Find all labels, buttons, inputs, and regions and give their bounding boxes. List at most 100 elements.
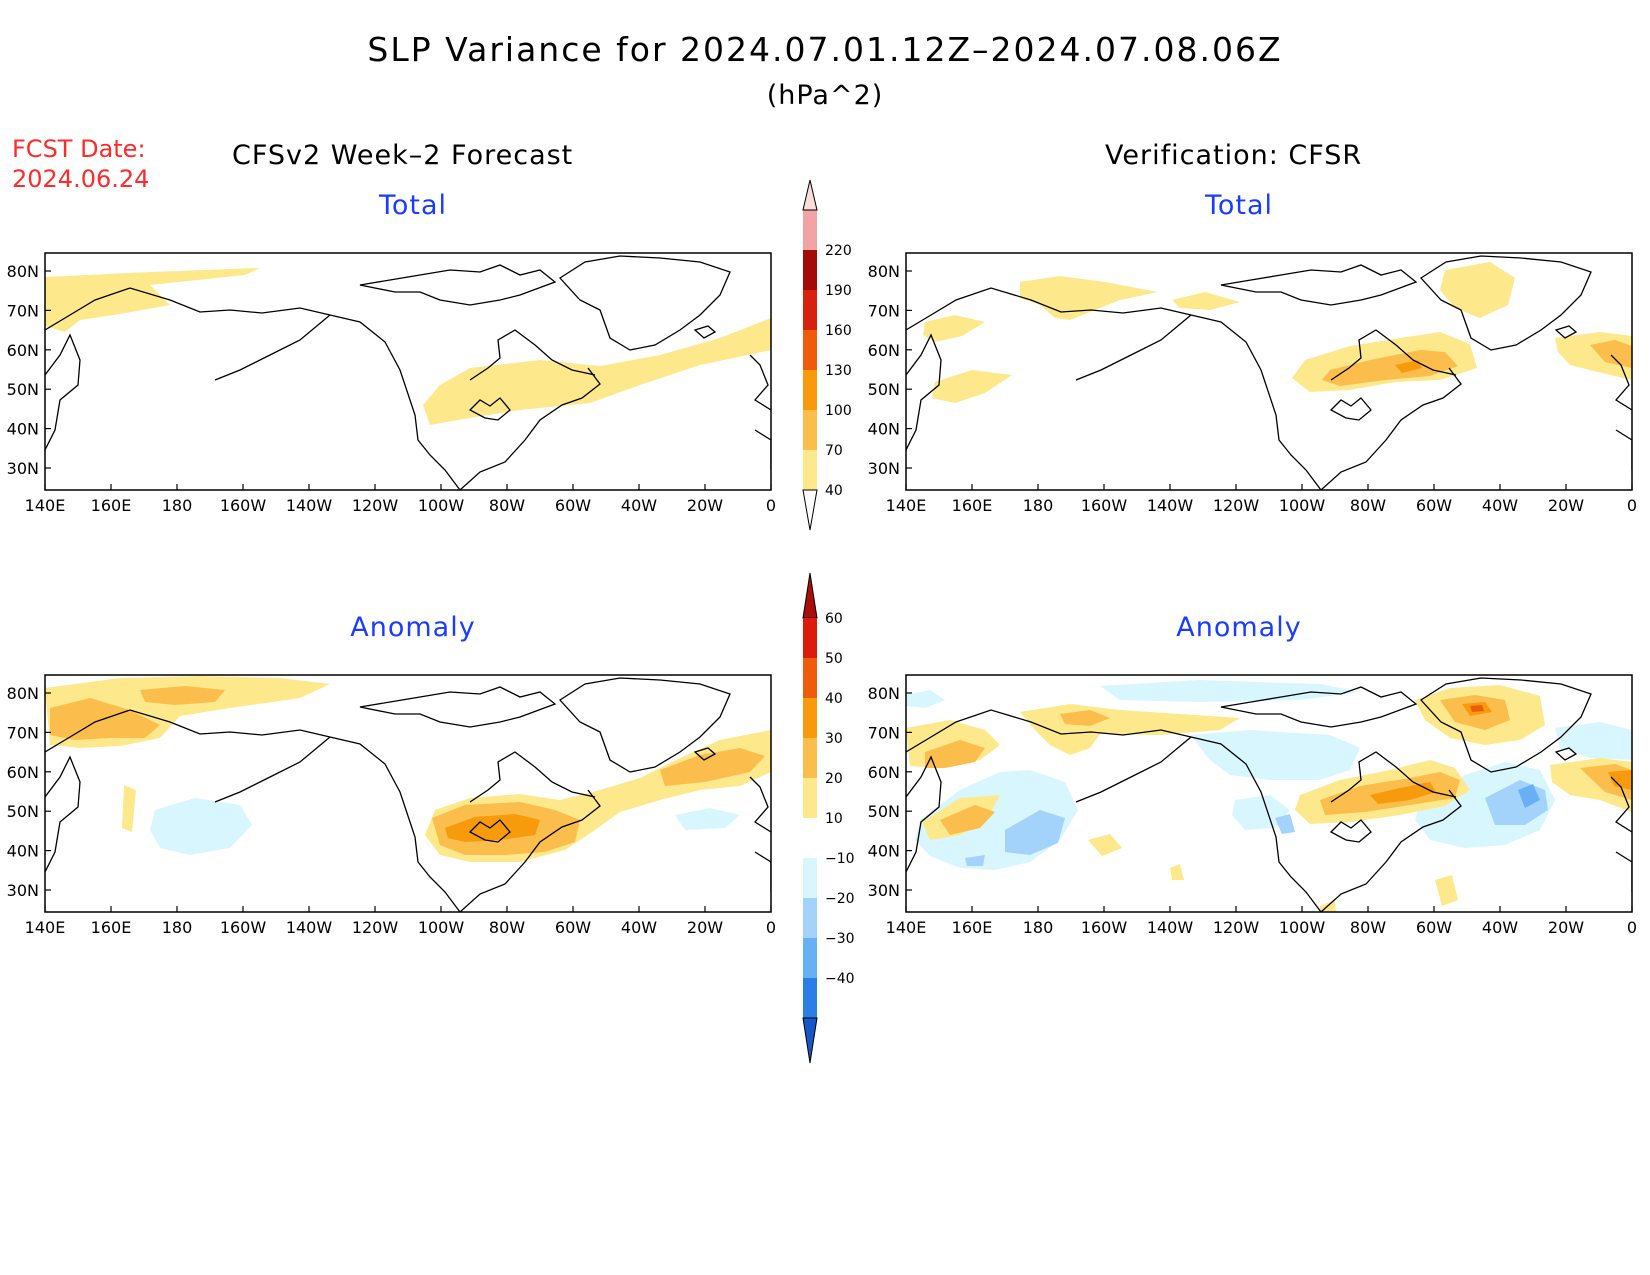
contour-fill (1370, 782, 1436, 804)
coastline (1075, 736, 1192, 803)
x-tick-label: 140W (1147, 496, 1194, 515)
y-tick-label: 60N (868, 763, 900, 782)
coastline (1220, 264, 1418, 306)
x-tick-label: 20W (687, 496, 723, 515)
y-tick-label: 70N (868, 301, 900, 320)
contour-fill (1020, 276, 1158, 320)
y-tick-label: 30N (868, 459, 900, 478)
contour-fill (122, 785, 136, 832)
coastline (693, 747, 717, 761)
map-frame (44, 252, 772, 491)
x-tick-label: 140W (286, 496, 333, 515)
colorbar-tick-label: 100 (825, 403, 852, 419)
coastline (468, 819, 511, 843)
coastline (754, 429, 771, 470)
map-verification-total (905, 252, 1633, 491)
contour-fill (1275, 814, 1295, 834)
colorbar-tick-label: −10 (825, 851, 855, 867)
contour-fill (1100, 680, 1360, 702)
coastline (1220, 686, 1418, 728)
x-tick-label: 60W (1416, 918, 1452, 937)
contour-fill (1060, 710, 1110, 726)
y-tick-label: 30N (868, 881, 900, 900)
y-tick-label: 50N (868, 380, 900, 399)
x-tick-label: 140E (25, 496, 66, 515)
coastline (214, 314, 331, 381)
contour-fill (445, 814, 540, 842)
coastline (1420, 677, 1592, 773)
y-tick-label: 30N (7, 881, 39, 900)
x-tick-label: 20W (1548, 918, 1584, 937)
y-tick-label: 60N (7, 341, 39, 360)
y-tick-label: 80N (7, 684, 39, 703)
coastline (1610, 776, 1632, 833)
x-tick-label: 140W (1147, 918, 1194, 937)
contour-fill (1590, 340, 1632, 368)
shading-forecast-anomaly (45, 676, 771, 862)
colorbar-segment (803, 658, 817, 698)
coastline (214, 736, 331, 803)
coastline (906, 333, 942, 451)
contour-fill (140, 686, 225, 705)
map-verification-anomaly (905, 674, 1633, 913)
x-tick-label: 180 (1023, 918, 1054, 937)
y-tick-label: 40N (7, 842, 39, 861)
coastline (1320, 367, 1462, 490)
colorbar-extension-bottom (802, 489, 818, 531)
colorbar-segment (803, 410, 817, 450)
colorbar-tick-label: −20 (825, 891, 855, 907)
x-tick-label: 180 (162, 918, 193, 937)
contour-fill (675, 808, 740, 830)
coastline (1329, 397, 1372, 421)
colorbar-tick-label: 220 (825, 243, 852, 259)
y-tick-label: 50N (7, 802, 39, 821)
coastline (1615, 851, 1632, 892)
colorbar-segment (803, 450, 817, 490)
colorbar-tick-label: 60 (825, 611, 843, 627)
x-tick-label: 40W (1482, 918, 1518, 937)
contour-fill (1322, 350, 1458, 386)
colorbar-segment (803, 250, 817, 290)
coastline (45, 755, 81, 873)
map-forecast-total (44, 252, 772, 491)
y-tick-label: 70N (7, 301, 39, 320)
colorbar-tick-label: 160 (825, 323, 852, 339)
contour-fill (923, 315, 985, 342)
coastline (559, 255, 731, 351)
colorbar-extension-top (802, 572, 818, 619)
contour-fill (1190, 730, 1360, 780)
map-frame (905, 674, 1633, 913)
colorbar-segment (803, 290, 817, 330)
colorbar-tick-label: 130 (825, 363, 852, 379)
coastline (1320, 789, 1462, 912)
coastline (469, 751, 596, 803)
x-tick-label: 20W (1548, 496, 1584, 515)
y-tick-label: 40N (868, 420, 900, 439)
x-tick-label: 80W (1350, 918, 1386, 937)
coastlines-verification-anomaly (906, 677, 1632, 912)
map-forecast-anomaly (44, 674, 772, 913)
contour-fill (925, 740, 985, 768)
x-tick-label: 140E (25, 918, 66, 937)
verification-header: Verification: CFSR (1105, 140, 1363, 171)
colorbar-segment (803, 818, 817, 858)
colorbar-segment (803, 698, 817, 738)
x-tick-label: 160W (1081, 918, 1128, 937)
contour-fill (932, 370, 1012, 403)
y-tick-label: 80N (7, 262, 39, 281)
colorbar-total: 40 70 100 130 160 190 220 (802, 179, 852, 531)
colorbar-segment (803, 858, 817, 898)
colorbar-segment (803, 370, 817, 410)
x-tick-label: 120W (1213, 496, 1260, 515)
x-tick-label: 80W (1350, 496, 1386, 515)
coastline (468, 397, 511, 421)
x-tick-label: 100W (1279, 918, 1326, 937)
contour-fill (1608, 770, 1632, 790)
x-tick-label: 120W (352, 918, 399, 937)
coastline (1075, 314, 1192, 381)
colorbar-tick-label: 50 (825, 651, 843, 667)
contour-fill (906, 690, 945, 708)
y-tick-label: 60N (7, 763, 39, 782)
forecast-header: CFSv2 Week–2 Forecast (232, 140, 574, 171)
coastline (1329, 819, 1372, 843)
